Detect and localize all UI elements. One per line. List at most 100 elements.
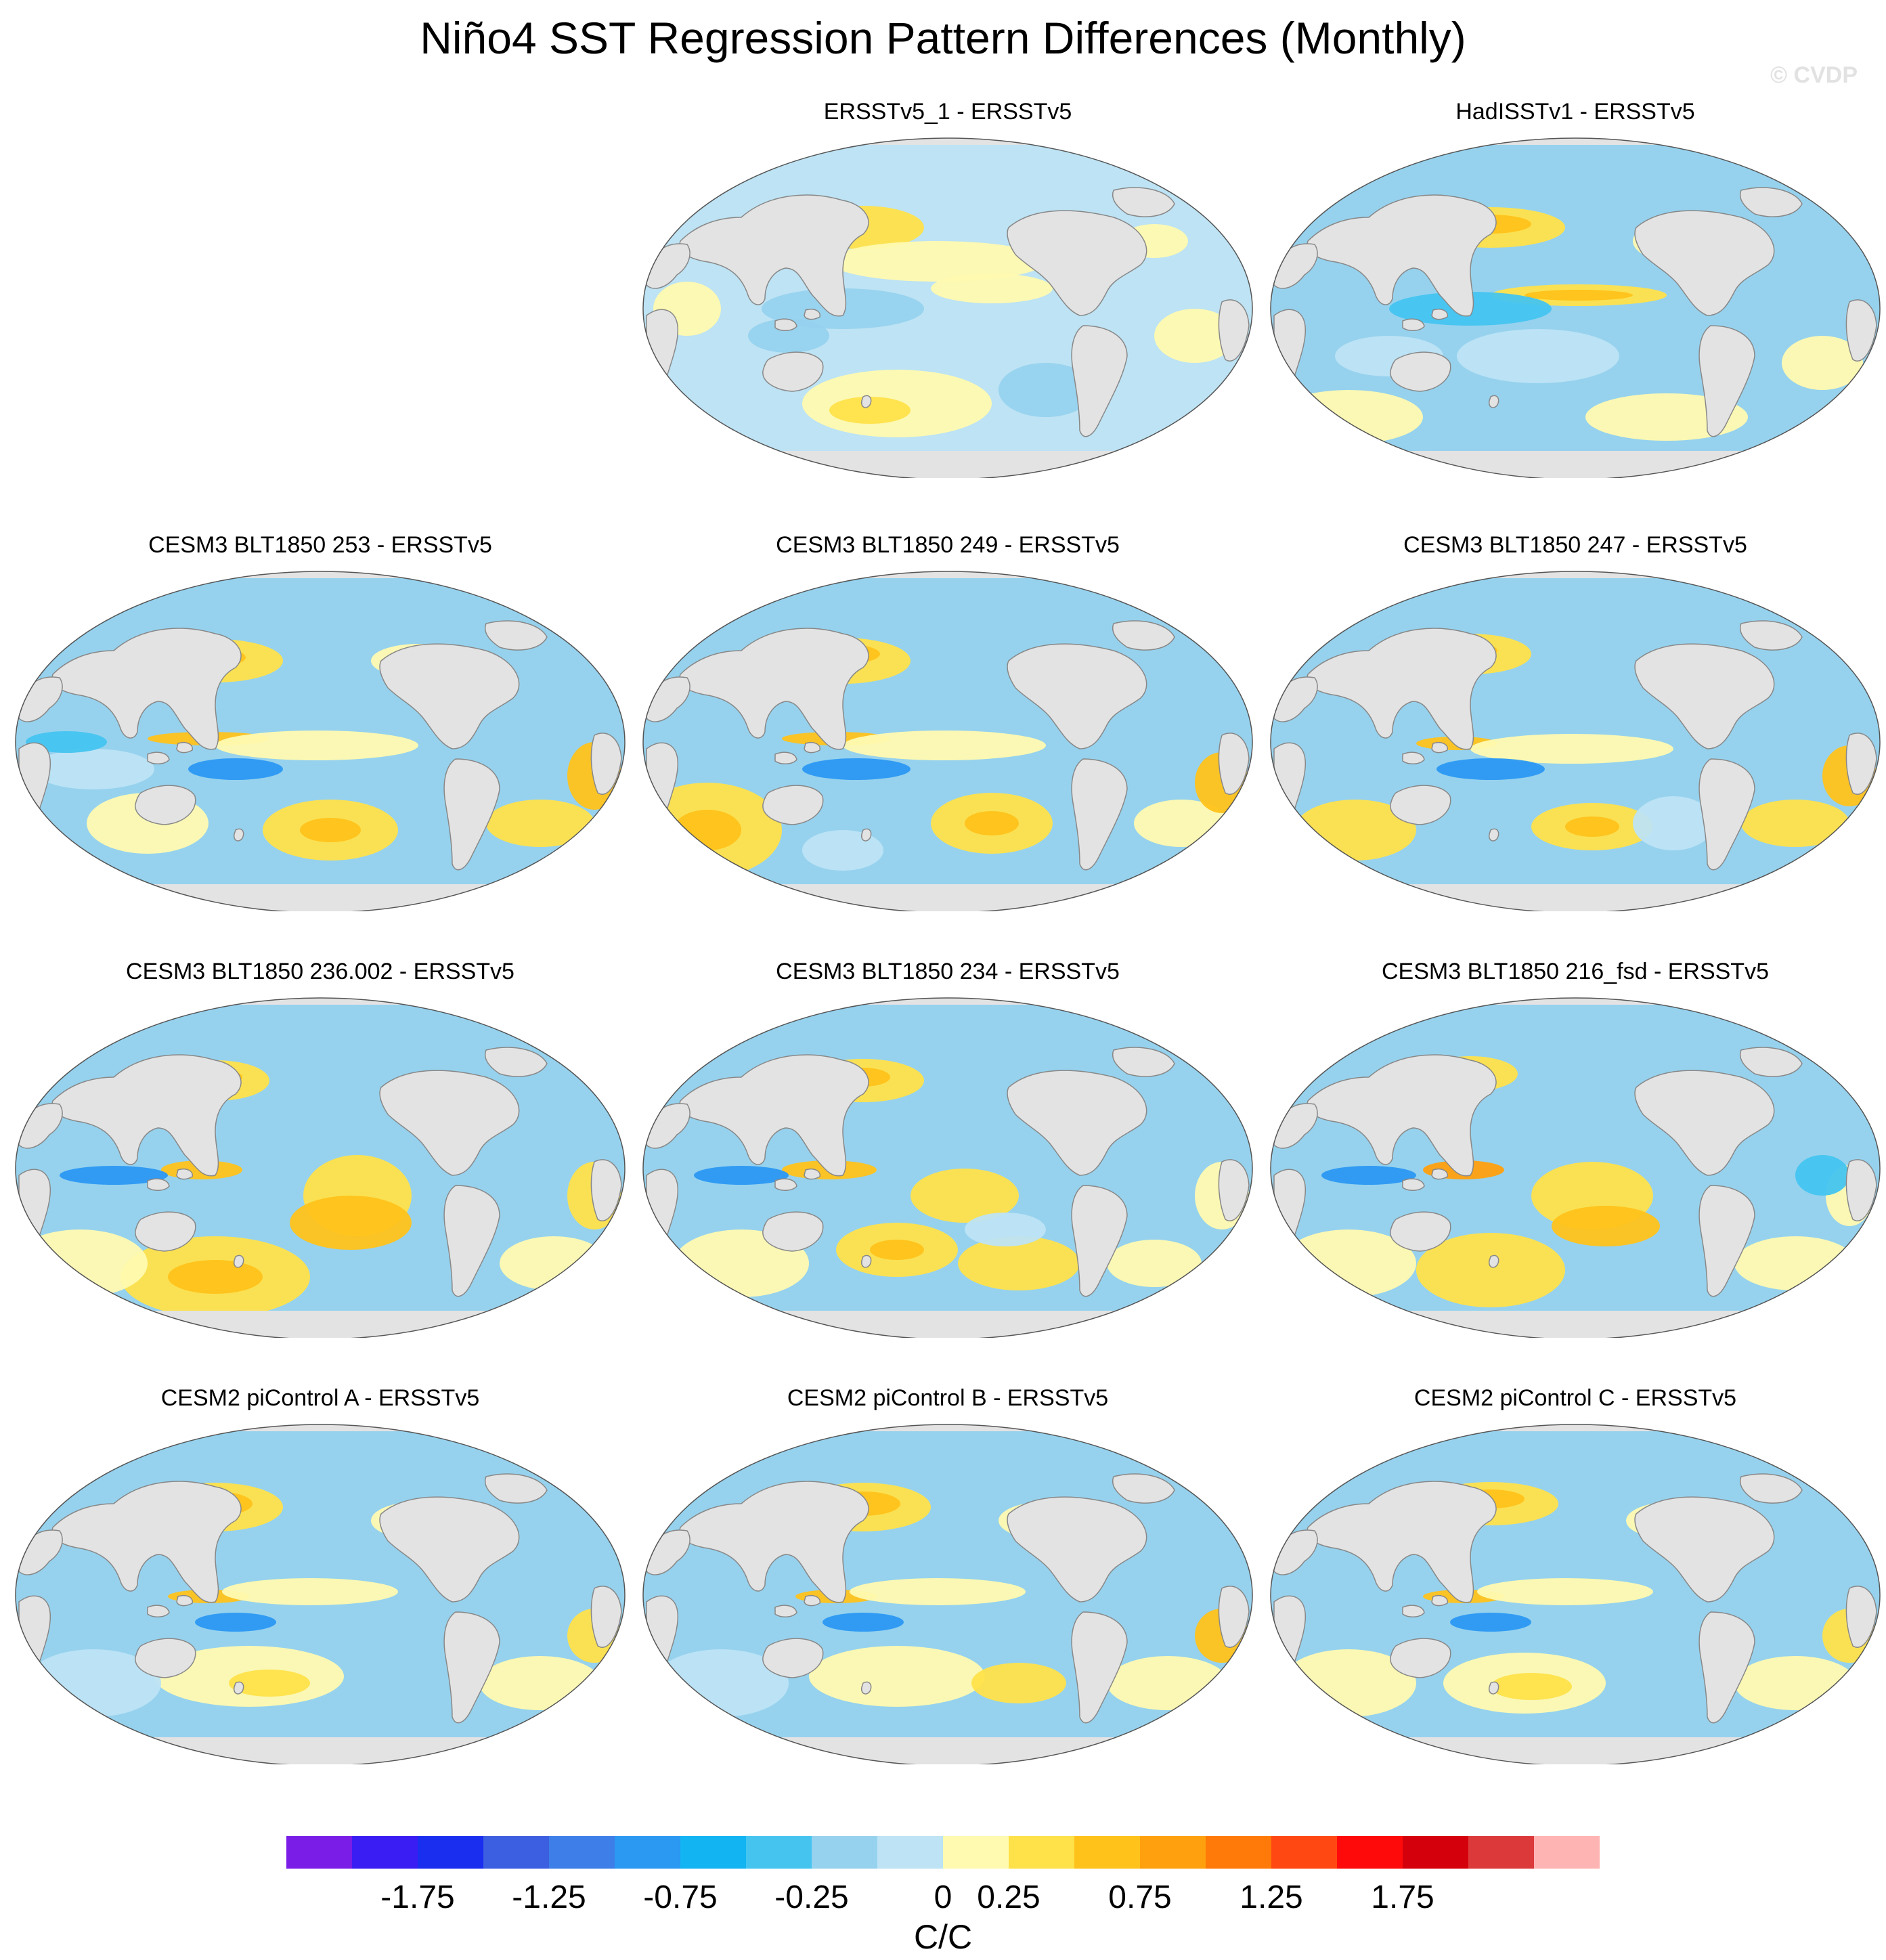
anomaly-contour: [870, 1240, 924, 1260]
arctic-cap: [643, 571, 1252, 578]
anomaly-contour: [802, 758, 911, 780]
land-mass: [443, 1611, 500, 1724]
colorbar-tick-label: 0: [934, 1879, 952, 1915]
land-mass: [1740, 620, 1803, 651]
land-mass: [804, 742, 820, 754]
land-mass: [679, 1481, 869, 1603]
anomaly-contour: [1107, 1240, 1202, 1287]
land-mass: [860, 828, 872, 842]
land-mass: [679, 1054, 869, 1177]
anomaly-contour: [188, 758, 283, 780]
colorbar-swatch: [418, 1836, 483, 1869]
map-cesm2-b: [642, 1424, 1253, 1764]
anomaly-contour: [290, 1196, 412, 1250]
land-mass: [804, 1169, 820, 1180]
land-mass: [51, 628, 242, 750]
map-outline: [15, 571, 626, 911]
land-mass: [135, 1211, 196, 1252]
land-mass: [1634, 643, 1775, 749]
land-mass: [233, 1255, 244, 1268]
map-content: [1271, 1424, 1880, 1764]
land-mass: [176, 1169, 193, 1180]
map-outline: [642, 137, 1253, 478]
land-mass: [1845, 1159, 1877, 1221]
figure-title: Niño4 SST Regression Pattern Differences…: [420, 13, 1466, 63]
panel-title: ERSSTv5_1 - ERSSTv5: [823, 99, 1072, 125]
land-mass: [1402, 318, 1425, 331]
colorbar-tick-label: 1.25: [1240, 1879, 1302, 1915]
anomaly-contour: [1525, 290, 1633, 301]
land-mass: [1307, 194, 1497, 317]
anomaly-contour: [1565, 816, 1619, 837]
map-ersstv5-1: [642, 137, 1253, 478]
colorbar-boxes: [286, 1836, 1600, 1869]
anomaly-contour: [823, 1613, 904, 1632]
land-mass: [1007, 210, 1147, 316]
panel-ersstv5-1: ERSSTv5_1 - ERSSTv5: [640, 99, 1256, 478]
land-mass: [679, 194, 869, 317]
colorbar-swatch: [1009, 1836, 1074, 1869]
land-mass: [804, 309, 820, 320]
anomaly-contour: [829, 397, 911, 424]
colorbar-tick-label: 0.75: [1108, 1879, 1171, 1915]
anomaly-contour: [1457, 329, 1619, 383]
colorbar-swatch: [943, 1836, 1009, 1869]
land-mass: [147, 752, 170, 764]
colorbar-swatch: [1140, 1836, 1206, 1869]
land-mass: [762, 1638, 824, 1678]
map-content: [16, 998, 625, 1338]
land-mass: [1307, 1054, 1497, 1177]
land-mass: [1431, 309, 1448, 320]
panel-title: CESM3 BLT1850 247 - ERSSTv5: [1403, 532, 1747, 558]
land-mass: [1431, 742, 1448, 754]
colorbar-swatch: [812, 1836, 877, 1869]
arctic-cap: [16, 998, 625, 1005]
land-mass: [1007, 1496, 1147, 1603]
land-mass: [1634, 1070, 1775, 1176]
map-outline: [15, 997, 626, 1338]
anomaly-contour: [195, 1613, 276, 1632]
land-mass: [774, 1178, 797, 1191]
land-mass: [1740, 1047, 1803, 1077]
antarctica: [1271, 451, 1880, 478]
colorbar-tick-label: 1.75: [1371, 1879, 1434, 1915]
colorbar-tick-label: -0.75: [643, 1879, 717, 1915]
anomaly-contour: [748, 319, 829, 353]
anomaly-contour: [1470, 734, 1673, 764]
anomaly-contour: [674, 810, 741, 850]
anomaly-contour: [1437, 758, 1545, 780]
land-mass: [590, 1159, 622, 1221]
map-cesm3-234: [642, 997, 1253, 1338]
map-outline: [642, 997, 1253, 1338]
antarctica: [643, 884, 1252, 911]
anomaly-contour: [486, 800, 594, 847]
panel-title: HadISSTv1 - ERSSTv5: [1455, 99, 1695, 125]
land-mass: [774, 1605, 797, 1617]
colorbar-swatch: [352, 1836, 418, 1869]
anomaly-contour: [229, 1670, 310, 1697]
anomaly-contour: [971, 1663, 1066, 1703]
antarctica: [16, 884, 625, 911]
map-cesm3-247: [1270, 571, 1881, 911]
panel-hadisstv1: HadISSTv1 - ERSSTv5: [1267, 99, 1883, 478]
land-mass: [379, 643, 520, 749]
land-mass: [1307, 628, 1497, 750]
panel-title: CESM3 BLT1850 216_fsd - ERSSTv5: [1382, 959, 1769, 984]
land-mass: [233, 828, 244, 842]
anomaly-contour: [1107, 1656, 1229, 1710]
anomaly-contour: [809, 1646, 985, 1707]
land-mass: [1634, 1496, 1775, 1603]
land-mass: [1740, 1473, 1803, 1504]
anomaly-contour: [500, 1236, 608, 1290]
land-mass: [1112, 1047, 1175, 1077]
arctic-cap: [643, 138, 1252, 145]
anomaly-contour: [16, 1229, 148, 1297]
land-mass: [762, 1211, 824, 1252]
colorbar-swatch: [549, 1836, 615, 1869]
land-mass: [1007, 643, 1147, 749]
land-mass: [1112, 187, 1175, 217]
map-cesm2-c: [1270, 1424, 1881, 1764]
land-mass: [1698, 1185, 1755, 1297]
map-cesm3-253: [15, 571, 626, 911]
land-mass: [1488, 828, 1499, 842]
